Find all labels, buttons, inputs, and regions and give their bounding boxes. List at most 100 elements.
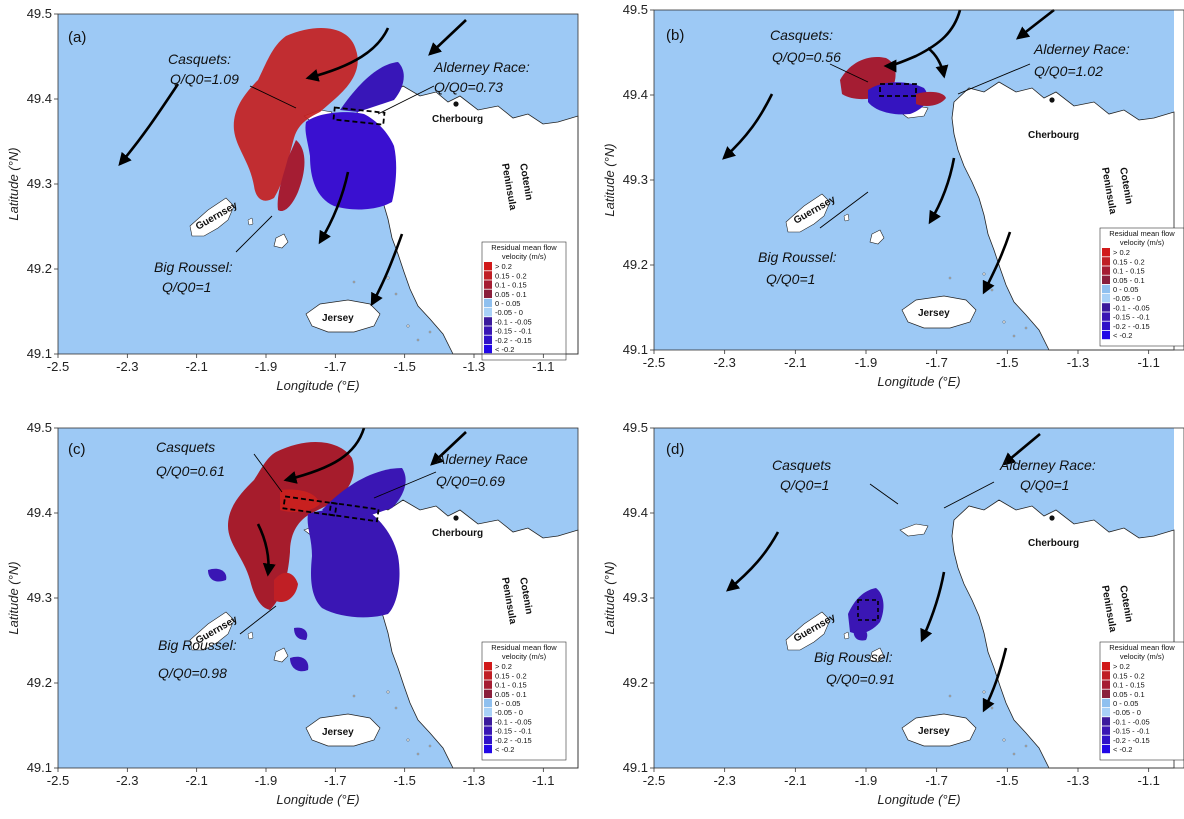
panel-d-casquets-q: Q/Q0=1 [780, 477, 829, 493]
legend-entry: 0.15 - 0.2 [1113, 257, 1145, 266]
x-tick-label: -2.5 [47, 359, 69, 374]
legend-entry: 0.15 - 0.2 [495, 671, 527, 680]
panel-c-arrow-2 [430, 431, 467, 466]
legend-entry: > 0.2 [495, 662, 512, 671]
legend-entry: -0.1 - -0.05 [1113, 303, 1150, 312]
x-tick-label: -2.5 [643, 355, 665, 370]
y-axis-label: Latitude (°N) [6, 147, 21, 220]
legend-swatch [484, 717, 492, 726]
legend-subtitle: velocity (m/s) [502, 652, 547, 661]
panel-d-casquets-name: Casquets [772, 457, 831, 473]
legend-swatch [484, 671, 492, 680]
y-tick-label: 49.5 [27, 420, 52, 435]
panel-c-cherbourg: Cherbourg [432, 528, 483, 539]
legend-entry: 0 - 0.05 [1113, 699, 1138, 708]
panel-b-arrow-3 [722, 93, 774, 160]
legend-box [1099, 227, 1184, 347]
legend-swatch [1102, 680, 1110, 689]
legend-swatch [1102, 726, 1110, 735]
legend-swatch [484, 735, 492, 744]
legend-title: Residual mean flow [491, 243, 557, 252]
legend-swatch [484, 317, 492, 326]
panel-c-dashed-region [282, 495, 338, 517]
legend-entry: -0.1 - -0.05 [1113, 717, 1150, 726]
legend-entry: > 0.2 [1113, 248, 1130, 257]
x-tick-label: -1.3 [463, 359, 485, 374]
y-tick-label: 49.4 [623, 87, 648, 102]
legend-swatch [1102, 303, 1110, 312]
y-tick-label: 49.1 [27, 346, 52, 361]
panel-b: (b) Casquets: Q/Q0=0.56 Alderney Race: Q… [653, 8, 1184, 351]
x-axis-label: Longitude (°E) [877, 374, 960, 389]
x-tick-label: -2.3 [116, 359, 138, 374]
legend-entry: -0.2 - -0.15 [495, 736, 532, 745]
legend-box [1099, 641, 1184, 761]
legend-box [481, 641, 567, 761]
x-tick-label: -1.3 [1067, 355, 1089, 370]
legend-entry: -0.2 - -0.15 [495, 336, 532, 345]
panel-c-arrow-1b [256, 523, 276, 577]
x-tick-label: -1.1 [532, 359, 554, 374]
legend-swatch [484, 726, 492, 735]
x-axis-label: Longitude (°E) [276, 792, 359, 807]
legend-entry: 0.1 - 0.15 [495, 281, 527, 290]
y-tick-label: 49.3 [27, 176, 52, 191]
panel-a-roussel-name: Big Roussel: [154, 259, 233, 275]
legend-swatch [484, 280, 492, 289]
y-axis-label: Latitude (°N) [6, 561, 21, 634]
x-tick-label: -1.1 [1137, 355, 1159, 370]
x-tick-label: -1.5 [393, 359, 415, 374]
legend-swatch [1102, 266, 1110, 275]
x-tick-label: -2.1 [185, 773, 207, 788]
y-axis-label: Latitude (°N) [602, 561, 617, 634]
legend-entry: > 0.2 [1113, 662, 1130, 671]
legend-swatch [484, 308, 492, 317]
panel-a-jersey: Jersey [322, 313, 354, 324]
legend-swatch [484, 326, 492, 335]
legend-swatch [484, 262, 492, 271]
panel-b-blue-plume [868, 82, 928, 115]
panel-a-arrow-2 [428, 19, 467, 56]
panel-a-arrow-3 [118, 83, 180, 166]
axes-layer: -2.5 -2.3 -2.1 -1.9 -1.7 -1.5 -1.3 -1.1 49.5 49.4… [6, 2, 1160, 807]
x-tick-label: -2.1 [185, 359, 207, 374]
legend-swatch [1102, 248, 1110, 257]
panel-b-casquets-name: Casquets: [770, 27, 833, 43]
x-tick-label: -1.9 [255, 359, 277, 374]
panel-d-dashed-region [857, 599, 879, 621]
panel-a-casquets-name: Casquets: [168, 51, 231, 67]
y-tick-label: 49.4 [27, 505, 52, 520]
y-tick-label: 49.1 [623, 760, 648, 775]
legend-entry: 0.05 - 0.1 [1113, 690, 1145, 699]
legend-entry: < -0.2 [1113, 745, 1132, 754]
panel-b-casquets-q: Q/Q0=0.56 [772, 49, 841, 65]
legend-swatch [484, 680, 492, 689]
legend-entry: -0.2 - -0.15 [1113, 736, 1150, 745]
legend-swatch [1102, 275, 1110, 284]
panel-c-casquets-name: Casquets [156, 439, 215, 455]
y-tick-label: 49.4 [623, 505, 648, 520]
x-tick-label: -1.1 [1137, 773, 1159, 788]
panel-b-label: (b) [666, 27, 684, 44]
y-tick-label: 49.2 [27, 675, 52, 690]
legend-box [481, 241, 567, 361]
legend-swatch [1102, 671, 1110, 680]
legend-swatch [1102, 330, 1110, 340]
panel-a-label: (a) [68, 29, 86, 46]
legend-entry: -0.15 - -0.1 [1113, 313, 1150, 322]
panel-c: (c) Casquets Q/Q0=0.61 Alderney Race Q/Q… [57, 427, 579, 769]
legend-swatch [1102, 312, 1110, 321]
y-tick-label: 49.3 [623, 172, 648, 187]
legend-subtitle: velocity (m/s) [502, 252, 547, 261]
legend-entry: 0.1 - 0.15 [1113, 267, 1145, 276]
x-tick-label: -1.9 [855, 773, 877, 788]
x-tick-label: -2.5 [643, 773, 665, 788]
legend-swatch [1102, 744, 1110, 754]
panel-d-map [653, 427, 1175, 769]
legend-swatch [1102, 698, 1110, 708]
panel-a-alderney-name: Alderney Race: [433, 59, 530, 75]
y-tick-label: 49.2 [27, 261, 52, 276]
legend-entry: -0.2 - -0.15 [1113, 322, 1150, 331]
